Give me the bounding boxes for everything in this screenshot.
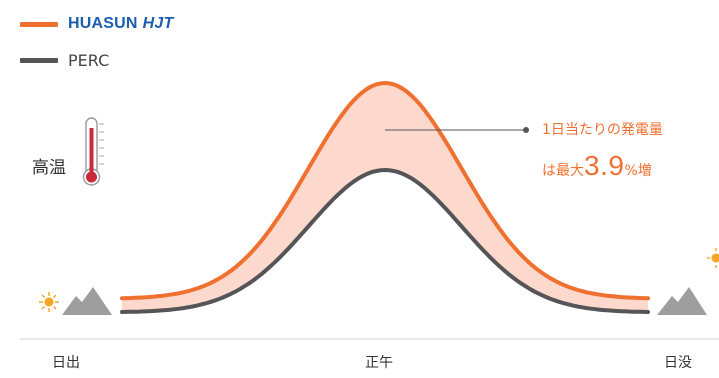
legend-label-hjt-brand: HUASUN xyxy=(68,15,138,33)
annotation-suffix: %増 xyxy=(624,163,651,179)
right-mountain-icon xyxy=(657,287,707,315)
legend-item-hjt: HUASUN HJT xyxy=(20,14,173,34)
annotation-line1: 1日当たりの発電量 xyxy=(542,119,663,139)
sunrise-icon xyxy=(39,292,59,312)
thermometer-icon xyxy=(84,118,105,185)
temperature-label: 高温 xyxy=(32,153,66,178)
legend-swatch-hjt xyxy=(20,22,58,27)
annotation-dot xyxy=(523,127,529,133)
legend-swatch-perc xyxy=(20,58,58,63)
legend-label-perc: PERC xyxy=(68,51,109,70)
left-mountain-icon xyxy=(62,287,112,315)
sunset-icon xyxy=(707,248,719,268)
annotation-value: 3.9 xyxy=(584,150,624,181)
legend-label-hjt-suffix: HJT xyxy=(143,15,174,33)
annotation-prefix: は最大 xyxy=(542,163,584,179)
x-tick-label-sunset: 日没 xyxy=(664,352,692,372)
annotation-line2: は最大3.9%増 xyxy=(542,150,652,182)
x-tick-label-sunrise: 日出 xyxy=(52,352,80,372)
legend-item-perc: PERC xyxy=(20,50,109,70)
x-tick-label-noon: 正午 xyxy=(365,352,393,372)
gain-band xyxy=(122,83,648,312)
